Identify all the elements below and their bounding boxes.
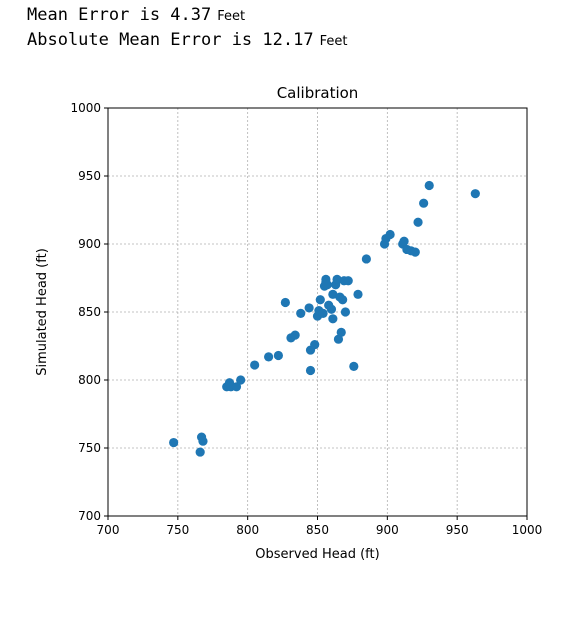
data-point bbox=[328, 314, 337, 323]
data-point bbox=[264, 352, 273, 361]
y-tick-label: 850 bbox=[78, 305, 101, 319]
x-tick-label: 950 bbox=[446, 523, 469, 537]
data-point bbox=[305, 303, 314, 312]
data-point bbox=[425, 181, 434, 190]
data-point bbox=[236, 375, 245, 384]
data-point bbox=[306, 366, 315, 375]
data-point bbox=[349, 362, 358, 371]
chart-title: Calibration bbox=[277, 84, 359, 102]
data-point bbox=[250, 360, 259, 369]
y-tick-label: 950 bbox=[78, 169, 101, 183]
y-tick-label: 1000 bbox=[70, 101, 101, 115]
data-point bbox=[337, 328, 346, 337]
data-point bbox=[323, 280, 332, 289]
data-point bbox=[327, 305, 336, 314]
y-tick-label: 800 bbox=[78, 373, 101, 387]
y-axis-title: Simulated Head (ft) bbox=[35, 248, 50, 376]
data-point bbox=[419, 199, 428, 208]
data-point bbox=[310, 340, 319, 349]
data-point bbox=[344, 276, 353, 285]
data-point bbox=[274, 351, 283, 360]
data-point bbox=[386, 230, 395, 239]
x-tick-label: 800 bbox=[236, 523, 259, 537]
y-tick-label: 750 bbox=[78, 441, 101, 455]
data-point bbox=[338, 295, 347, 304]
x-tick-label: 850 bbox=[306, 523, 329, 537]
data-point bbox=[198, 437, 207, 446]
x-tick-label: 700 bbox=[97, 523, 120, 537]
data-point bbox=[281, 298, 290, 307]
data-point bbox=[296, 309, 305, 318]
x-axis-title: Observed Head (ft) bbox=[255, 547, 379, 562]
data-point bbox=[471, 189, 480, 198]
x-tick-label: 1000 bbox=[512, 523, 543, 537]
data-point bbox=[169, 438, 178, 447]
scatter-points bbox=[169, 181, 480, 457]
data-point bbox=[413, 218, 422, 227]
x-tick-label: 750 bbox=[166, 523, 189, 537]
data-point bbox=[411, 248, 420, 257]
data-point bbox=[362, 254, 371, 263]
y-tick-label: 700 bbox=[78, 509, 101, 523]
data-point bbox=[353, 290, 362, 299]
data-point bbox=[318, 309, 327, 318]
axis-ticks: 700 750 800 850 900 950 1000 700 750 800 850 900 950… bbox=[70, 101, 542, 537]
data-point bbox=[316, 295, 325, 304]
data-point bbox=[341, 307, 350, 316]
x-tick-label: 900 bbox=[376, 523, 399, 537]
data-point bbox=[399, 237, 408, 246]
data-point bbox=[196, 447, 205, 456]
data-point bbox=[291, 331, 300, 340]
y-tick-label: 900 bbox=[78, 237, 101, 251]
